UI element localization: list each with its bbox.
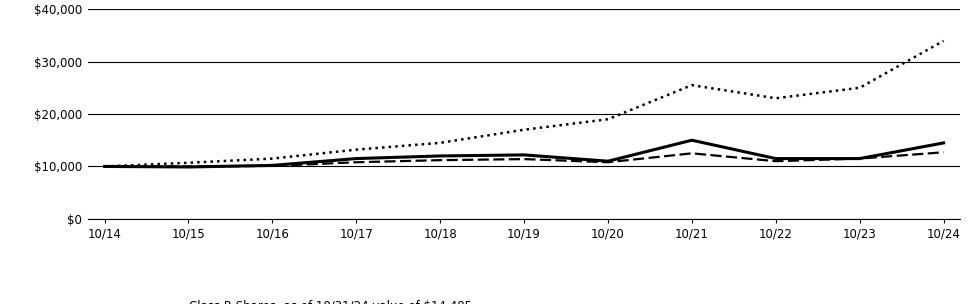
Legend: Class R Shares: as of 10/31/24 value of $14,485, S&P 500 Total Return Index: as : Class R Shares: as of 10/31/24 value of …	[146, 300, 660, 304]
